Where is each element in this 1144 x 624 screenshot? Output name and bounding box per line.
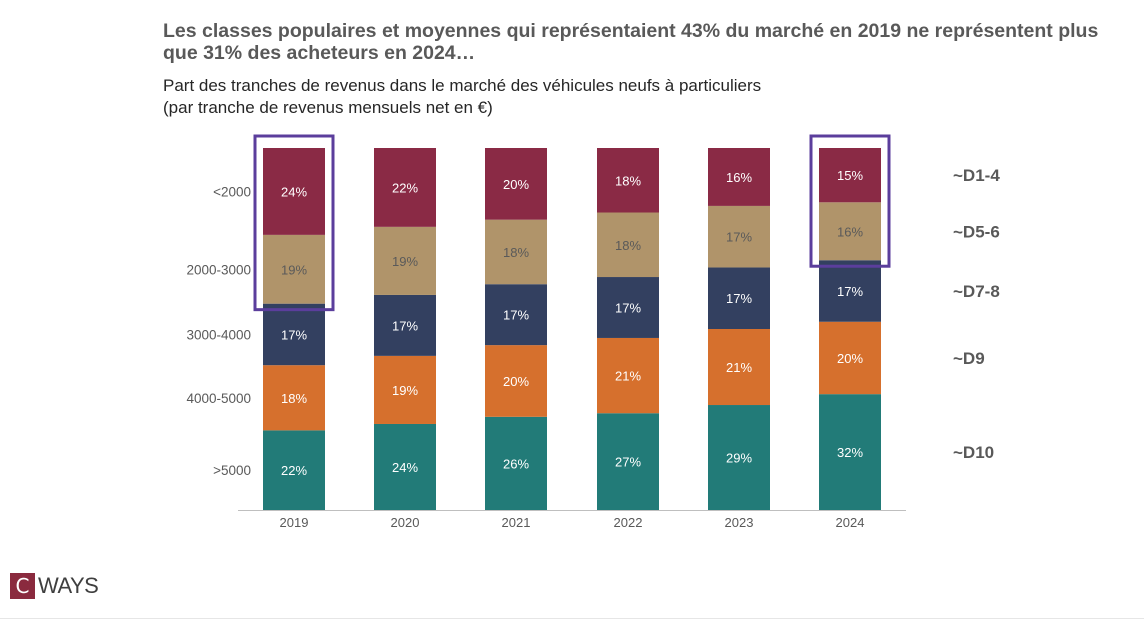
value-label-2023-4000-5000: 21%	[726, 360, 752, 375]
bar-2020-2000	[374, 148, 436, 227]
chart-title: Les classes populaires et moyennes qui r…	[163, 20, 1099, 64]
bar-2022-4000-5000	[597, 337, 659, 414]
value-label-2020-2000-3000: 19%	[392, 254, 418, 269]
x-tick-2024: 2024	[836, 515, 865, 530]
value-label-2022-2000: 18%	[615, 173, 641, 188]
value-label-2020-2000: 22%	[392, 180, 418, 195]
bar-2021-2000	[485, 148, 547, 220]
value-label-2024-4000-5000: 20%	[837, 351, 863, 366]
value-label-2022-4000-5000: 21%	[615, 369, 641, 384]
y-category-5000: >5000	[213, 463, 251, 478]
bar-2020-2000-3000	[374, 226, 436, 295]
highlight-box-2024	[809, 134, 891, 268]
bar-2019-3000-4000	[263, 303, 325, 366]
value-label-2019-2000: 24%	[281, 184, 307, 199]
value-label-2023-2000-3000: 17%	[726, 230, 752, 245]
y-category-4000-5000: 4000-5000	[186, 391, 251, 406]
bar-2023-3000-4000	[708, 267, 770, 329]
value-label-2024-2000-3000: 16%	[837, 224, 863, 239]
bar-2022-3000-4000	[597, 277, 659, 338]
bar-2024-2000-3000	[819, 202, 881, 261]
highlight-box-2019	[253, 134, 335, 312]
value-label-2019-5000: 22%	[281, 463, 307, 478]
value-label-2024-2000: 15%	[837, 168, 863, 183]
y-category-2000: <2000	[213, 184, 251, 199]
y-category-3000-4000: 3000-4000	[186, 327, 251, 342]
logo-mark: C	[10, 573, 35, 599]
value-label-2021-2000-3000: 18%	[503, 245, 529, 260]
value-label-2021-4000-5000: 20%	[503, 374, 529, 389]
value-label-2022-3000-4000: 17%	[615, 300, 641, 315]
logo-text: WAYS	[38, 573, 99, 598]
decile-label-d5-6: ~D5-6	[953, 222, 1000, 241]
bar-2019-2000	[263, 148, 325, 235]
value-label-2021-3000-4000: 17%	[503, 308, 529, 323]
bar-2021-2000-3000	[485, 219, 547, 285]
bar-2023-5000	[708, 405, 770, 510]
decile-label-d7-8: ~D7-8	[953, 282, 1000, 301]
value-label-2019-2000-3000: 19%	[281, 262, 307, 277]
subtitle-line-1: Part des tranches de revenus dans le mar…	[163, 76, 762, 95]
bar-2024-3000-4000	[819, 260, 881, 322]
value-label-2020-5000: 24%	[392, 460, 418, 475]
value-label-2021-2000: 20%	[503, 177, 529, 192]
value-label-2023-5000: 29%	[726, 451, 752, 466]
bar-2023-4000-5000	[708, 329, 770, 406]
decile-label-d1-4: ~D1-4	[953, 166, 1000, 185]
value-label-2022-2000-3000: 18%	[615, 238, 641, 253]
chart-subtitle: Part des tranches de revenus dans le mar…	[163, 75, 1063, 119]
x-tick-2021: 2021	[502, 515, 531, 530]
value-label-2019-4000-5000: 18%	[281, 391, 307, 406]
bar-2019-4000-5000	[263, 365, 325, 431]
bar-2024-4000-5000	[819, 321, 881, 395]
bar-2024-2000	[819, 148, 881, 203]
stacked-bar-chart: 22% 18% 17% 19% 24% 2019 24% 19% 17% 19% 22% 2020 26…	[186, 134, 1000, 530]
y-category-2000-3000: 2000-3000	[186, 262, 251, 277]
bar-2020-5000	[374, 423, 436, 510]
bar-2019-2000-3000	[263, 234, 325, 304]
value-label-2023-2000: 16%	[726, 170, 752, 185]
bar-2023-2000	[708, 148, 770, 206]
value-label-2020-4000-5000: 19%	[392, 383, 418, 398]
bar-2021-4000-5000	[485, 345, 547, 417]
bar-2020-4000-5000	[374, 355, 436, 424]
value-label-2023-3000-4000: 17%	[726, 291, 752, 306]
decile-label-d10: ~D10	[953, 443, 994, 462]
bar-2022-5000	[597, 413, 659, 510]
bar-2022-2000	[597, 148, 659, 213]
bar-2019-5000	[263, 430, 325, 510]
footer-divider	[0, 618, 1144, 619]
x-tick-2022: 2022	[614, 515, 643, 530]
value-label-2021-5000: 26%	[503, 456, 529, 471]
x-tick-2019: 2019	[280, 515, 309, 530]
value-label-2024-3000-4000: 17%	[837, 284, 863, 299]
decile-label-d9: ~D9	[953, 349, 985, 368]
bar-2020-3000-4000	[374, 294, 436, 356]
value-label-2024-5000: 32%	[837, 445, 863, 460]
x-tick-2023: 2023	[725, 515, 754, 530]
bar-2024-5000	[819, 394, 881, 510]
cways-logo: C WAYS	[10, 573, 99, 599]
value-label-2020-3000-4000: 17%	[392, 318, 418, 333]
bar-2023-2000-3000	[708, 205, 770, 268]
bar-2021-5000	[485, 416, 547, 510]
bar-2022-2000-3000	[597, 212, 659, 278]
value-label-2019-3000-4000: 17%	[281, 327, 307, 342]
subtitle-line-2: (par tranche de revenus mensuels net en …	[163, 98, 493, 117]
bar-2021-3000-4000	[485, 284, 547, 346]
value-label-2022-5000: 27%	[615, 455, 641, 470]
x-tick-2020: 2020	[391, 515, 420, 530]
